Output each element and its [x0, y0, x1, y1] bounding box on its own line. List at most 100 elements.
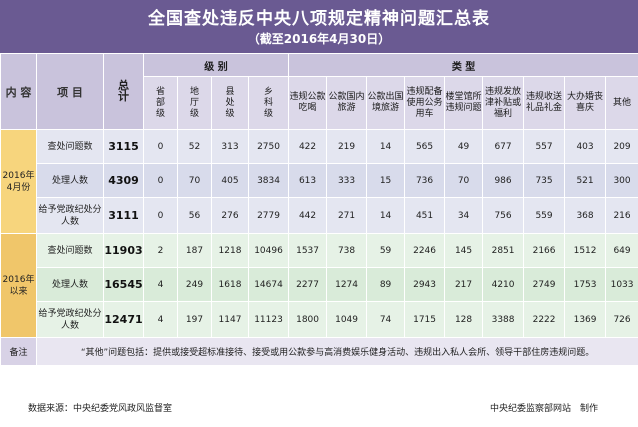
item-cell: 查处问题数	[36, 129, 104, 164]
value-cell: 2779	[247, 197, 290, 234]
table-row: 2016年以来 查处问题数 11903 2 187 1218 10496 153…	[0, 233, 638, 338]
value-cell: 403	[564, 129, 607, 164]
value-cell: 4	[143, 267, 178, 302]
value-cell: 333	[326, 163, 368, 198]
table-row: 给予党政纪处分人数 3111 0 56 276 2779 442 271 14 …	[1, 197, 638, 234]
header-type: 违规配备使用公务用车	[404, 76, 446, 130]
value-cell: 677	[482, 129, 525, 164]
header-level: 地厅级	[177, 76, 212, 130]
value-cell: 405	[211, 163, 249, 198]
value-cell: 2246	[404, 233, 446, 268]
value-cell: 422	[288, 129, 328, 164]
value-cell: 52	[177, 129, 212, 164]
value-cell: 10496	[247, 233, 290, 268]
table-row: 处理人数 4309 0 70 405 3834 613 333 15 736 7…	[1, 163, 638, 198]
value-cell: 14	[366, 197, 406, 234]
value-cell: 442	[288, 197, 328, 234]
value-cell: 2277	[288, 267, 328, 302]
value-cell: 726	[605, 301, 638, 338]
title-banner: 全国查处违反中央八项规定精神问题汇总表 （截至2016年4月30日）	[0, 0, 638, 53]
value-cell: 1800	[288, 301, 328, 338]
value-cell: 559	[523, 197, 566, 234]
header-total-label: 总计	[118, 79, 129, 103]
header-type-group: 类 型	[288, 53, 638, 77]
value-cell: 2749	[523, 267, 566, 302]
table-row: 给予党政纪处分人数 12471 4 197 1147 11123 1800 10…	[1, 301, 638, 338]
period-cell: 2016年以来	[0, 233, 37, 338]
value-cell: 1274	[326, 267, 368, 302]
value-cell: 209	[605, 129, 638, 164]
value-cell: 70	[177, 163, 212, 198]
value-cell: 300	[605, 163, 638, 198]
value-cell: 4210	[482, 267, 525, 302]
value-cell: 74	[366, 301, 406, 338]
value-cell: 2851	[482, 233, 525, 268]
header-type: 违规公款吃喝	[288, 76, 328, 130]
value-cell: 0	[143, 129, 178, 164]
header-type: 公款国内旅游	[326, 76, 368, 130]
summary-table: 内 容 项 目 总计 级 别 类 型 省部级 地厅级 县处级 乡科级 违规公款吃…	[0, 53, 638, 366]
value-cell: 2943	[404, 267, 446, 302]
header-level-label: 县处级	[225, 86, 235, 119]
total-cell: 3111	[103, 197, 144, 234]
item-cell: 查处问题数	[36, 233, 104, 268]
value-cell: 2	[143, 233, 178, 268]
header-content: 内 容	[0, 53, 37, 130]
value-cell: 1715	[404, 301, 446, 338]
header-item: 项 目	[36, 53, 104, 130]
value-cell: 313	[211, 129, 249, 164]
value-cell: 738	[326, 233, 368, 268]
header-level-label: 乡科级	[264, 86, 274, 119]
value-cell: 986	[482, 163, 525, 198]
value-cell: 1147	[211, 301, 249, 338]
value-cell: 1537	[288, 233, 328, 268]
value-cell: 1618	[211, 267, 249, 302]
note-text: “其他”问题包括：提供或接受超标准接待、接受或用公款参与高消费娱乐健身活动、违规…	[35, 337, 638, 366]
table-row: 处理人数 16545 4 249 1618 14674 2277 1274 89…	[1, 267, 638, 302]
value-cell: 756	[482, 197, 525, 234]
value-cell: 271	[326, 197, 368, 234]
header-type: 公款出国境旅游	[366, 76, 406, 130]
item-cell: 给予党政纪处分人数	[36, 197, 104, 234]
value-cell: 219	[326, 129, 368, 164]
note-label: 备注	[0, 337, 37, 366]
page-title: 全国查处违反中央八项规定精神问题汇总表	[148, 9, 490, 29]
value-cell: 1753	[564, 267, 607, 302]
value-cell: 2750	[247, 129, 290, 164]
value-cell: 217	[444, 267, 484, 302]
item-cell: 给予党政纪处分人数	[36, 301, 104, 338]
note-row: 备注 “其他”问题包括：提供或接受超标准接待、接受或用公款参与高消费娱乐健身活动…	[0, 337, 638, 366]
header-type: 其他	[605, 76, 638, 130]
total-cell: 11903	[103, 233, 144, 268]
value-cell: 736	[404, 163, 446, 198]
value-cell: 249	[177, 267, 212, 302]
value-cell: 2166	[523, 233, 566, 268]
table-row: 2016年4月份 查处问题数 3115 0 52 313 2750 422 21…	[0, 129, 638, 234]
value-cell: 613	[288, 163, 328, 198]
value-cell: 216	[605, 197, 638, 234]
header-level: 乡科级	[247, 76, 290, 130]
header-total: 总计	[103, 53, 144, 130]
header-level-group: 级 别	[142, 53, 290, 77]
value-cell: 451	[404, 197, 446, 234]
value-cell: 56	[177, 197, 212, 234]
value-cell: 1218	[211, 233, 249, 268]
header-type: 违规发放津补贴或福利	[482, 76, 525, 130]
page-subtitle: （截至2016年4月30日）	[247, 32, 391, 46]
value-cell: 1369	[564, 301, 607, 338]
total-cell: 16545	[103, 267, 144, 302]
value-cell: 11123	[247, 301, 290, 338]
value-cell: 0	[143, 163, 178, 198]
item-cell: 处理人数	[36, 163, 104, 198]
value-cell: 128	[444, 301, 484, 338]
header-level: 县处级	[211, 76, 249, 130]
value-cell: 276	[211, 197, 249, 234]
value-cell: 34	[444, 197, 484, 234]
total-cell: 12471	[103, 301, 144, 338]
value-cell: 735	[523, 163, 566, 198]
value-cell: 15	[366, 163, 406, 198]
value-cell: 1512	[564, 233, 607, 268]
value-cell: 2222	[523, 301, 566, 338]
item-cell: 处理人数	[36, 267, 104, 302]
